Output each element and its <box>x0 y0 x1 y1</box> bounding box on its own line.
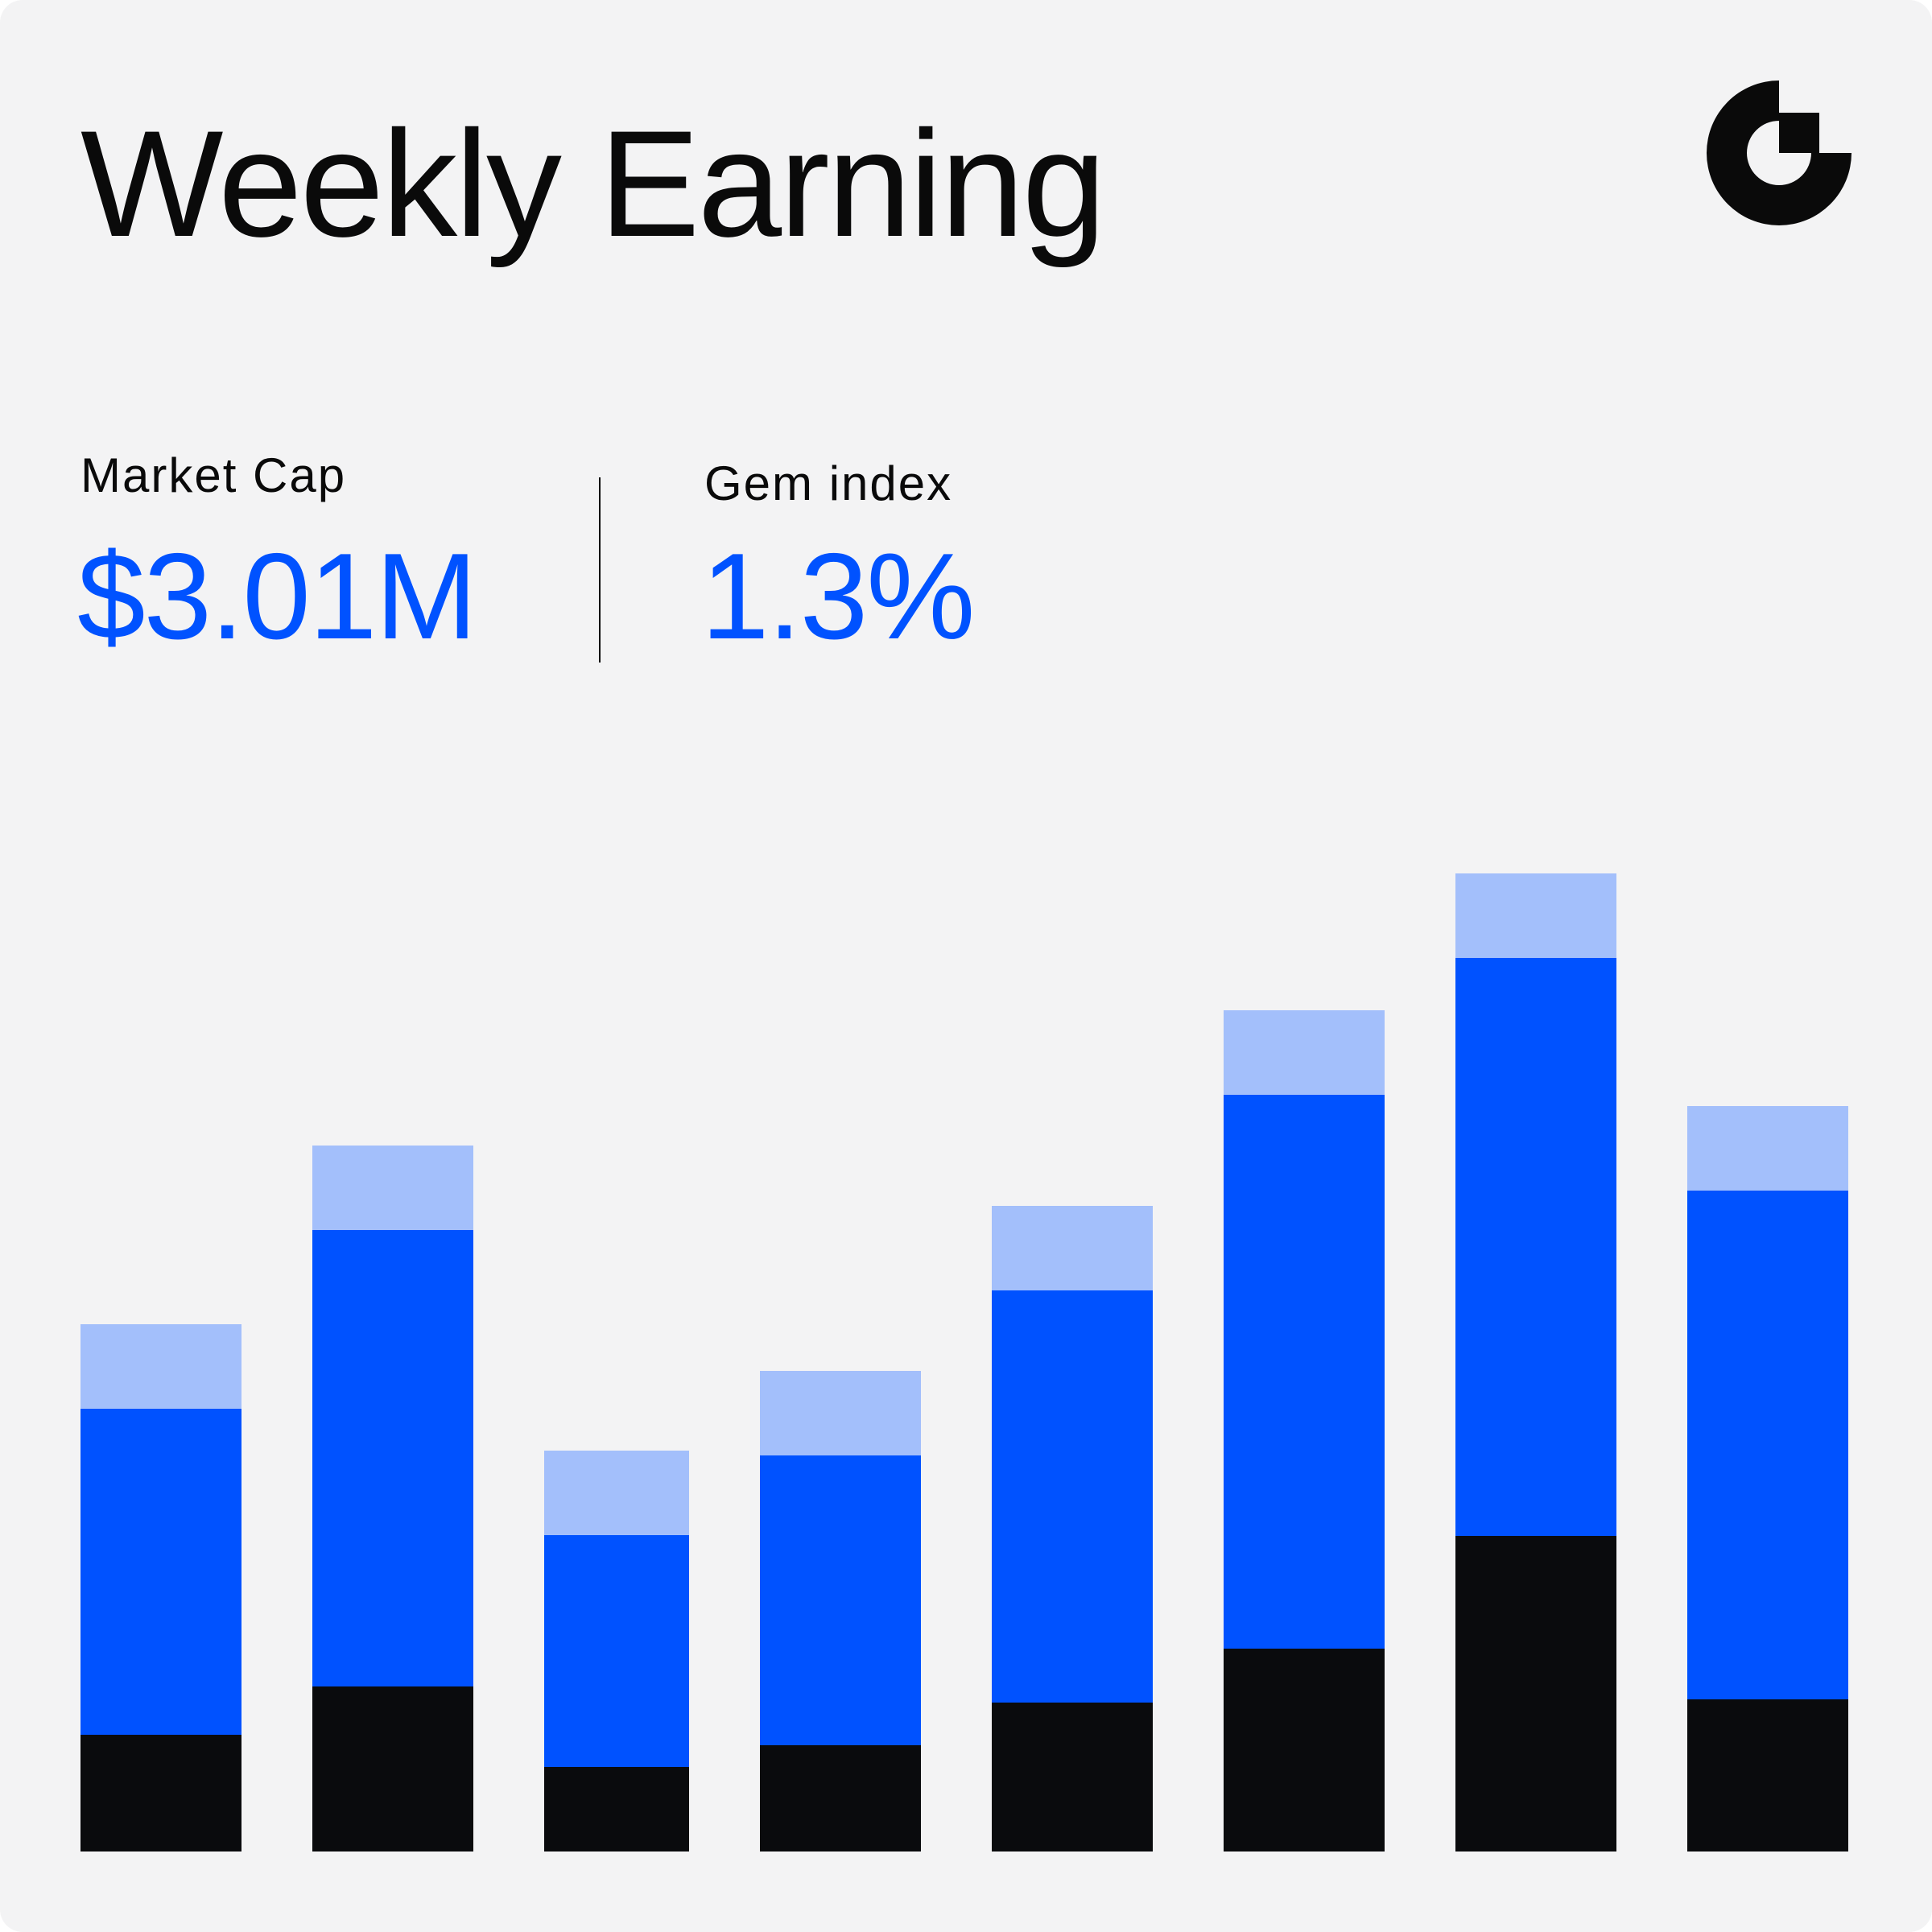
bar-7-segment-1 <box>1455 1536 1616 1852</box>
stats-divider <box>599 477 601 663</box>
bar-3-segment-3 <box>544 1451 689 1535</box>
bar-8-segment-1 <box>1687 1699 1848 1852</box>
gem-index-label: Gem index <box>704 456 953 510</box>
bar-6-segment-1 <box>1224 1649 1385 1852</box>
bar-4-segment-2 <box>760 1455 921 1745</box>
bar-2-segment-3 <box>312 1146 473 1230</box>
market-cap-value: $3.01M <box>77 528 477 665</box>
market-cap-label: Market Cap <box>80 448 347 502</box>
bar-3-segment-2 <box>544 1535 689 1767</box>
bar-2-segment-1 <box>312 1686 473 1852</box>
bar-2-segment-2 <box>312 1230 473 1686</box>
bar-6-segment-3 <box>1224 1010 1385 1095</box>
bar-1-segment-2 <box>80 1409 242 1735</box>
bar-4-segment-1 <box>760 1745 921 1852</box>
bar-1-segment-3 <box>80 1324 242 1409</box>
bar-7-segment-3 <box>1455 873 1616 958</box>
bar-4-segment-3 <box>760 1371 921 1455</box>
brand-logo-icon <box>1707 80 1852 225</box>
chart-title: Weekly Earning <box>80 99 1106 268</box>
bar-5-segment-3 <box>992 1206 1153 1290</box>
bar-5-segment-1 <box>992 1703 1153 1852</box>
bar-6-segment-2 <box>1224 1095 1385 1649</box>
bar-3-segment-1 <box>544 1767 689 1852</box>
bar-1-segment-1 <box>80 1735 242 1852</box>
bar-5-segment-2 <box>992 1290 1153 1703</box>
gem-index-value: 1.3% <box>701 528 975 665</box>
bar-7-segment-2 <box>1455 958 1616 1536</box>
bar-8-segment-2 <box>1687 1191 1848 1699</box>
bar-8-segment-3 <box>1687 1106 1848 1191</box>
